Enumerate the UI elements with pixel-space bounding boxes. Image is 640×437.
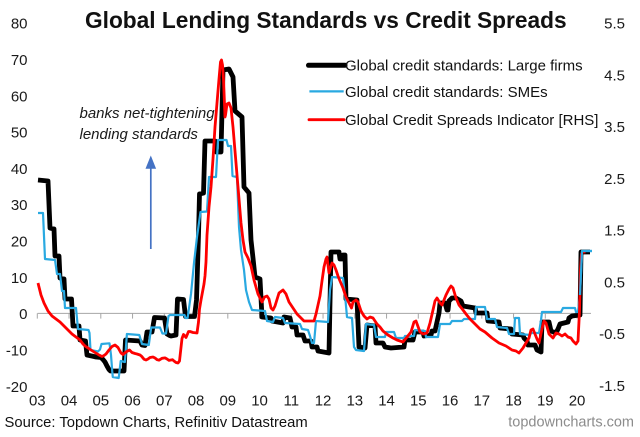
svg-text:19: 19 [537, 393, 554, 410]
svg-text:20: 20 [11, 234, 28, 251]
svg-text:08: 08 [188, 393, 205, 410]
svg-text:04: 04 [61, 393, 78, 410]
svg-text:Global credit standards: SMEs: Global credit standards: SMEs [345, 84, 548, 101]
svg-text:70: 70 [11, 52, 28, 69]
svg-text:09: 09 [219, 393, 236, 410]
svg-text:0.5: 0.5 [604, 274, 625, 291]
svg-text:18: 18 [505, 393, 522, 410]
svg-text:3.5: 3.5 [604, 119, 625, 136]
svg-text:lending standards: lending standards [80, 126, 199, 143]
svg-text:-20: -20 [6, 379, 28, 396]
svg-text:Source: Topdown Charts, Refini: Source: Topdown Charts, Refinitiv Datast… [5, 415, 308, 431]
svg-text:4.5: 4.5 [604, 67, 625, 84]
svg-text:11: 11 [284, 393, 300, 410]
svg-text:80: 80 [11, 16, 28, 33]
svg-text:Global Lending Standards vs Cr: Global Lending Standards vs Credit Sprea… [85, 7, 567, 33]
svg-text:banks net-tightening: banks net-tightening [80, 105, 216, 122]
svg-text:60: 60 [11, 88, 28, 105]
svg-text:30: 30 [11, 197, 28, 214]
svg-text:Global credit standards: Large: Global credit standards: Large firms [345, 58, 583, 75]
svg-text:-10: -10 [6, 343, 28, 360]
svg-text:5.5: 5.5 [604, 16, 625, 33]
svg-text:50: 50 [11, 125, 28, 142]
svg-text:15: 15 [410, 393, 427, 410]
svg-text:1.5: 1.5 [604, 223, 625, 240]
svg-text:17: 17 [473, 393, 490, 410]
svg-text:20: 20 [569, 393, 586, 410]
svg-text:10: 10 [251, 393, 268, 410]
svg-text:-1.5: -1.5 [599, 378, 625, 395]
svg-text:0: 0 [19, 306, 27, 323]
svg-text:16: 16 [442, 393, 459, 410]
svg-text:10: 10 [11, 270, 28, 287]
svg-text:03: 03 [29, 393, 46, 410]
svg-text:-0.5: -0.5 [599, 326, 625, 343]
svg-text:13: 13 [346, 393, 363, 410]
svg-text:14: 14 [378, 393, 395, 410]
svg-text:12: 12 [315, 393, 332, 410]
svg-text:2.5: 2.5 [604, 171, 625, 188]
svg-text:07: 07 [156, 393, 173, 410]
svg-text:topdowncharts.com: topdowncharts.com [508, 415, 634, 431]
svg-text:05: 05 [92, 393, 109, 410]
svg-text:Global Credit Spreads Indicato: Global Credit Spreads Indicator [RHS] [345, 112, 598, 129]
svg-text:40: 40 [11, 161, 28, 178]
svg-text:06: 06 [124, 393, 141, 410]
